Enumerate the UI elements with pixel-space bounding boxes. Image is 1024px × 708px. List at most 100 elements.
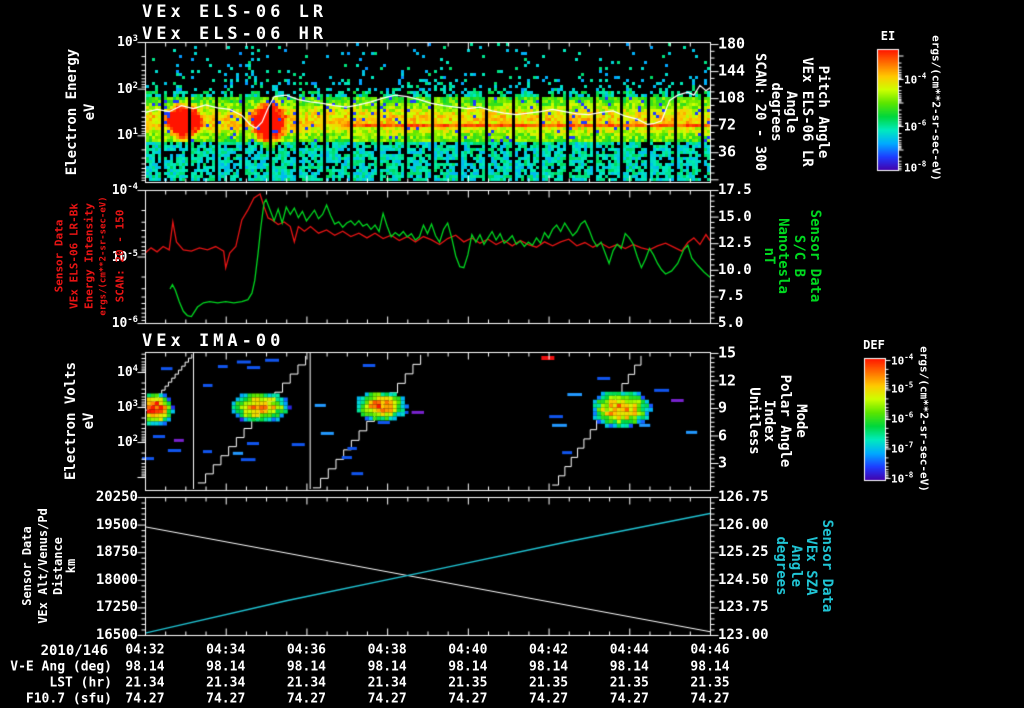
p3-right-axis-label: Polar Angle — [777, 374, 793, 468]
time-label: 04:40 — [448, 642, 488, 658]
p1-right-axis-label: Angle — [783, 90, 799, 134]
def-colorbar-tick: 10-6 — [891, 410, 914, 426]
y-axis-tick-left: 101 — [117, 127, 138, 144]
y-axis-tick-right: 72 — [718, 115, 737, 134]
p2-left-axis-label: ergs/(cm**2-sr-sec-eV) — [98, 196, 109, 316]
time-label: 04:36 — [286, 642, 326, 658]
row-value: 98.14 — [367, 659, 407, 675]
y-axis-tick-left: 104 — [117, 363, 138, 381]
p3-right-axis-label: Mode — [793, 404, 809, 438]
y-axis-tick-right: 9 — [718, 398, 728, 417]
time-label: 04:42 — [528, 642, 569, 658]
time-label: 04:32 — [125, 642, 165, 658]
ei-colorbar-tick: 10-6 — [904, 118, 927, 134]
y-axis-tick-right: 123.75 — [718, 599, 769, 616]
row-value: 74.27 — [448, 691, 488, 707]
p2-right-axis-label: nT — [761, 247, 777, 265]
y-axis-tick-right: 12 — [718, 371, 737, 389]
p4-right-axis-label: Angle — [788, 544, 804, 588]
y-axis-tick-right: 7.5 — [718, 288, 744, 305]
time-label: 04:44 — [609, 642, 649, 658]
y-axis-tick-left: 102 — [117, 433, 138, 451]
ei-colorbar-title: EI — [880, 29, 896, 43]
y-axis-tick-right: 17.5 — [718, 182, 752, 198]
row-value: 98.14 — [528, 659, 569, 675]
def-colorbar-tick: 10-5 — [891, 380, 914, 396]
y-axis-tick-left: 17250 — [95, 599, 138, 616]
y-axis-tick-left: 18000 — [95, 571, 138, 588]
row-header: F10.7 (sfu) — [25, 691, 112, 707]
p3-left-axis-label: Electron Volts — [63, 361, 79, 481]
def-colorbar-tick: 10-7 — [891, 440, 914, 456]
row-value: 21.34 — [125, 675, 165, 691]
y-axis-tick-left: 16500 — [95, 627, 138, 643]
p2-right-axis-label: S/C B — [791, 234, 807, 278]
y-axis-tick-left: 18750 — [95, 544, 138, 561]
p4-right-axis-label: VEx SZA — [803, 536, 819, 596]
y-axis-tick-right: 108 — [718, 88, 746, 107]
row-value: 74.27 — [528, 691, 569, 707]
row-value: 98.14 — [448, 659, 488, 675]
p4-right-axis-label: degrees — [773, 536, 789, 596]
p2-right-axis-label: Nanotesla — [775, 218, 791, 294]
y-axis-tick-right: 123.00 — [718, 627, 769, 643]
ei-colorbar-tick: 10-4 — [904, 71, 927, 87]
y-axis-tick-right: 6 — [718, 426, 728, 444]
y-axis-tick-left: 10-4 — [111, 181, 138, 199]
y-axis-tick-right: 180 — [718, 34, 746, 53]
y-axis-tick-right: 126.75 — [718, 489, 769, 505]
panel3-title: VEx IMA-00 — [142, 331, 285, 351]
row-value: 21.34 — [286, 675, 326, 691]
y-axis-tick-left: 10-5 — [111, 248, 138, 265]
p2-left-axis-label: VEx ELS-06 LR-Bk — [67, 203, 81, 309]
def-colorbar-title: DEF — [863, 338, 885, 352]
y-axis-tick-left: 102 — [117, 80, 138, 97]
row-value: 74.27 — [367, 691, 407, 707]
p4-right-axis-label: Sensor Data — [819, 519, 835, 613]
row-value: 98.14 — [690, 659, 730, 675]
p4-left-axis-label: km — [64, 558, 78, 574]
y-axis-tick-right: 15 — [718, 343, 737, 362]
row-header: LST (hr) — [49, 675, 112, 691]
row-value: 74.27 — [609, 691, 649, 707]
p2-left-axis-label: SCAN: 20 - 150 — [113, 209, 127, 303]
y-axis-tick-left: 20250 — [95, 489, 138, 505]
def-colorbar-units: ergs/(cm**2-sr-sec-eV) — [917, 346, 931, 492]
p1-left-axis-label: eV — [82, 103, 98, 121]
row-value: 21.35 — [609, 675, 649, 691]
p2-left-axis-label: Sensor Data — [52, 219, 66, 293]
row-value: 21.34 — [367, 675, 407, 691]
panel1-title-lr: VEx ELS-06 LR — [142, 2, 328, 22]
row-value: 21.35 — [690, 675, 730, 691]
p1-left-axis-label: Electron Energy — [64, 48, 80, 176]
p4-left-axis-label: Sensor Data — [20, 526, 34, 606]
y-axis-tick-left: 103 — [117, 33, 138, 51]
row-value: 21.35 — [528, 675, 569, 691]
def-colorbar-tick: 10-4 — [891, 352, 914, 368]
y-axis-tick-right: 12.5 — [718, 235, 752, 252]
y-axis-tick-right: 144 — [718, 61, 746, 80]
ei-colorbar-units: ergs/(cm**2-sr-sec-eV) — [929, 35, 943, 181]
panel1-title-hr: VEx ELS-06 HR — [142, 24, 328, 44]
row-value: 74.27 — [286, 691, 326, 707]
y-axis-tick-right: 126.00 — [718, 516, 769, 533]
p3-left-axis-label: eV — [81, 412, 97, 430]
p3-right-axis-label: Unitless — [746, 387, 762, 455]
p1-right-axis-label: degrees — [768, 82, 784, 142]
y-axis-tick-right: 15.0 — [718, 208, 752, 225]
time-label: 04:34 — [206, 642, 246, 658]
row-value: 74.27 — [690, 691, 730, 707]
y-axis-tick-right: 3 — [718, 453, 728, 472]
p3-right-axis-label: Index — [761, 399, 777, 443]
row-value: 21.35 — [448, 675, 488, 691]
row-value: 98.14 — [286, 659, 326, 675]
time-label: 04:38 — [367, 642, 407, 658]
p4-left-axis-label: VEx Alt/Venus/Pd — [36, 508, 50, 624]
p1-right-axis-label: VEx ELS-06 LR — [799, 57, 815, 167]
y-axis-tick-right: 125.25 — [718, 544, 769, 561]
p1-right-axis-label: Pitch Angle — [815, 65, 831, 159]
def-colorbar-tick: 10-8 — [891, 470, 914, 486]
row-header: V-E Ang (deg) — [10, 659, 112, 675]
